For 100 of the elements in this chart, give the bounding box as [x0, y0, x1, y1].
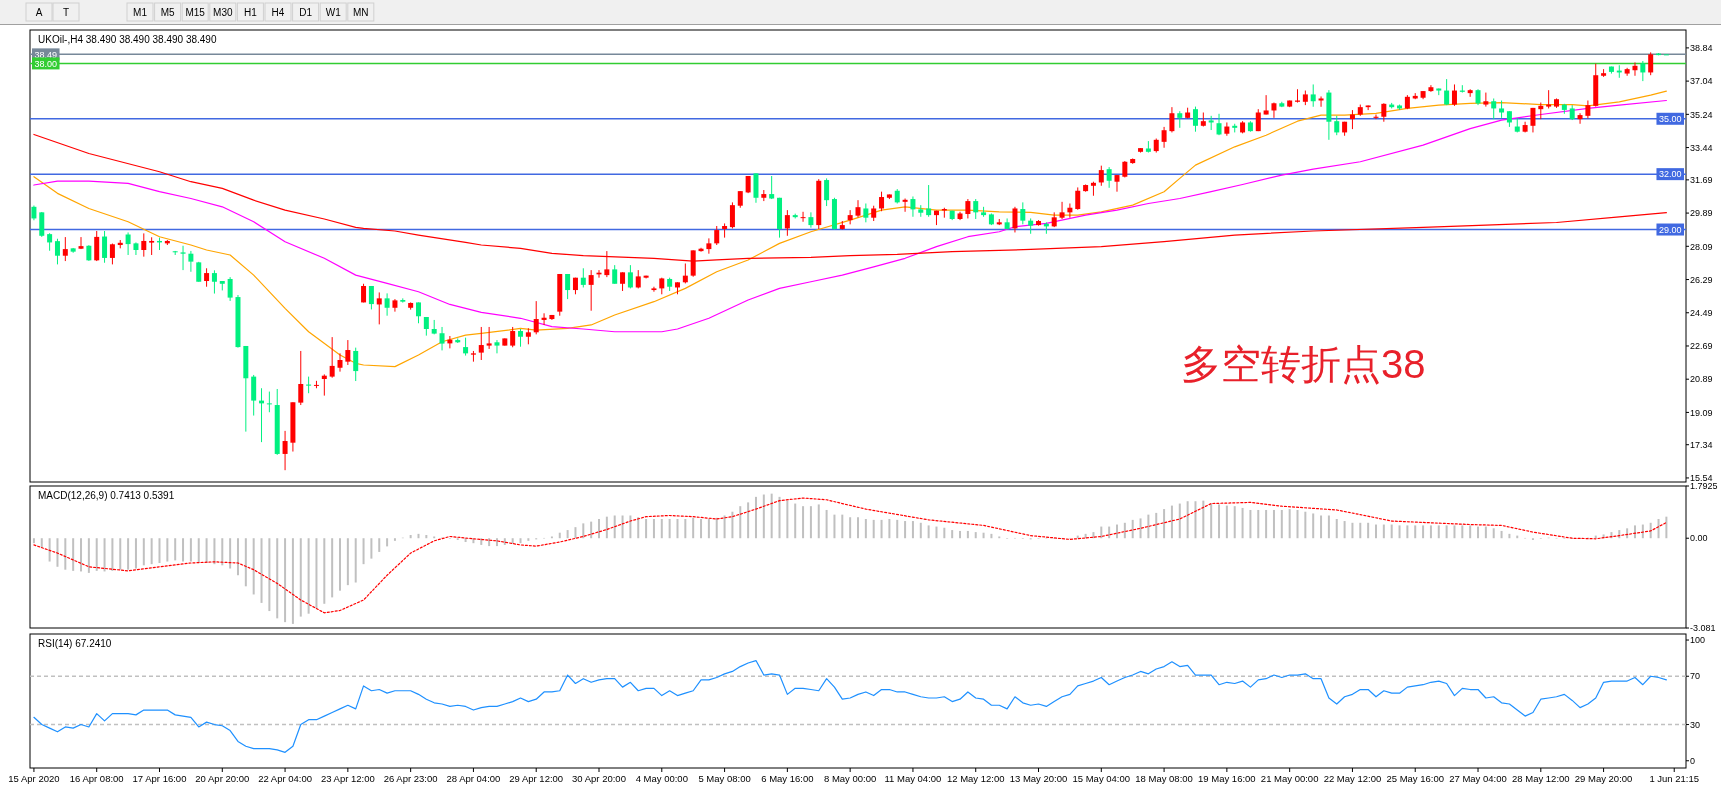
x-tick-label: 26 Apr 23:00: [383, 773, 438, 784]
annotation: MACD(12,26,9) 0.7413 0.5391: [38, 490, 175, 501]
candlestick: [1444, 78, 1450, 106]
bar: [1147, 514, 1150, 539]
bar: [252, 538, 255, 595]
annotation: RSI(14) 67.2410: [38, 638, 112, 649]
candlestick: [1106, 166, 1112, 189]
text: H1: [244, 7, 258, 18]
candlestick: [1530, 107, 1536, 133]
candlestick: [423, 316, 429, 337]
candlestick: [227, 276, 233, 302]
ref-line-label: 35.00: [1658, 113, 1682, 124]
bar: [1170, 505, 1173, 539]
x-tick-label: 5 May 08:00: [698, 773, 751, 784]
candlestick: [1365, 104, 1371, 111]
bar: [1218, 504, 1221, 539]
bar: [1225, 505, 1228, 539]
bar: [425, 535, 428, 539]
candlestick: [580, 267, 586, 288]
bar: [339, 538, 342, 591]
bar: [809, 506, 812, 539]
candlestick: [1004, 217, 1010, 231]
candlestick: [1075, 186, 1081, 211]
bar: [331, 538, 334, 598]
bar: [959, 530, 962, 539]
bar: [857, 517, 859, 539]
candlestick: [1451, 83, 1457, 107]
bar: [307, 538, 310, 614]
bar: [645, 519, 648, 539]
bar: [1272, 509, 1275, 539]
bar: [1327, 515, 1330, 539]
x-tick-label: 20 Apr 20:00: [195, 773, 250, 784]
bar: [668, 519, 671, 539]
bar: [291, 538, 294, 624]
x-tick-label: 22 Apr 04:00: [258, 773, 313, 784]
bar: [1657, 519, 1660, 539]
bar: [386, 538, 389, 547]
bar: [872, 519, 875, 539]
x-tick-label: 29 Apr 12:00: [509, 773, 564, 784]
candlestick: [62, 236, 68, 262]
y-tick-label: -3.081: [1690, 623, 1716, 634]
x-tick-label: 22 May 12:00: [1323, 773, 1382, 784]
bar: [1202, 500, 1205, 539]
bar: [1100, 526, 1103, 539]
bar: [1092, 532, 1095, 539]
bar: [802, 506, 805, 539]
bar: [1280, 509, 1283, 539]
bar: [825, 509, 828, 539]
y-tick-label: 24.49: [1690, 307, 1713, 318]
candlestick: [784, 209, 790, 237]
bar: [676, 519, 679, 539]
bar: [943, 527, 946, 539]
text: A: [35, 7, 43, 18]
bar: [182, 538, 185, 562]
bar: [652, 519, 655, 539]
candlestick: [729, 201, 735, 229]
bar: [150, 538, 153, 565]
bar: [558, 532, 561, 539]
y-tick-label: 37.04: [1690, 76, 1713, 87]
bar: [354, 538, 357, 583]
bar: [1194, 501, 1197, 539]
candlestick: [188, 250, 194, 273]
bar: [1665, 516, 1668, 539]
candlestick: [588, 269, 594, 312]
candlestick: [1310, 83, 1316, 108]
bar: [119, 538, 122, 570]
bar: [1155, 512, 1158, 539]
bar: [393, 538, 396, 541]
candlestick: [565, 273, 571, 300]
text: M5: [160, 7, 175, 18]
y-tick-label: 17.34: [1690, 439, 1713, 450]
y-tick-label: 30: [1690, 719, 1701, 730]
x-tick-label: 6 May 16:00: [761, 773, 814, 784]
candlestick: [141, 232, 147, 258]
bar: [1249, 509, 1252, 539]
bar: [40, 538, 43, 548]
candlestick: [133, 241, 139, 256]
text: W1: [325, 7, 342, 18]
bar: [103, 538, 106, 572]
x-tick-label: 11 May 04:00: [884, 773, 942, 784]
bar: [739, 506, 742, 539]
candlestick: [415, 301, 421, 324]
bar: [566, 530, 569, 539]
bar: [904, 521, 907, 539]
bar: [1257, 509, 1260, 539]
bar: [1445, 525, 1448, 539]
bar: [472, 538, 475, 544]
bar: [189, 538, 192, 562]
bar: [762, 494, 765, 539]
candlestick: [965, 198, 971, 219]
y-tick-label: 20.89: [1690, 374, 1713, 385]
bar: [1398, 525, 1401, 539]
bar: [1469, 525, 1472, 539]
ref-line-label: 32.00: [1658, 169, 1682, 180]
bar: [911, 521, 914, 539]
text: T: [62, 7, 70, 18]
bar: [276, 538, 279, 619]
bar: [1343, 521, 1346, 539]
x-tick-label: 30 Apr 20:00: [572, 773, 626, 784]
candlestick: [266, 391, 272, 413]
